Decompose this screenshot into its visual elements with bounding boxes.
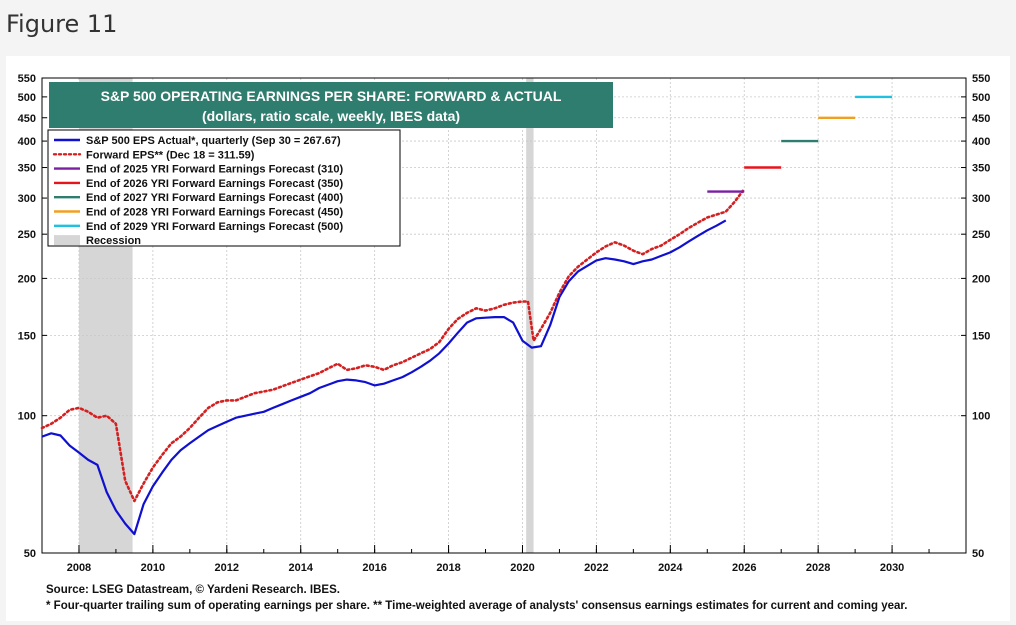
y-tick-label-left: 300: [18, 193, 36, 205]
x-tick-label: 2026: [732, 562, 756, 574]
series-line-forward-eps: [40, 189, 745, 503]
legend-label: End of 2027 YRI Forward Earnings Forecas…: [86, 192, 343, 204]
y-tick-label-right: 550: [972, 73, 990, 85]
legend-label: End of 2026 YRI Forward Earnings Forecas…: [86, 178, 343, 190]
legend-label: End of 2029 YRI Forward Earnings Forecas…: [86, 221, 343, 233]
y-tick-label-right: 300: [972, 193, 990, 205]
x-tick-label: 2020: [510, 562, 534, 574]
chart-title-box: S&P 500 OPERATING EARNINGS PER SHARE: FO…: [49, 82, 613, 128]
footnote: * Four-quarter trailing sum of operating…: [46, 600, 908, 612]
x-tick-label: 2028: [806, 562, 830, 574]
y-tick-label-right: 250: [972, 229, 990, 241]
y-tick-label-left: 550: [18, 73, 36, 85]
eps-chart: 50 50 100 100 150 150 200 200 250 250 300 300 350 350…: [18, 73, 991, 574]
y-tick-label-right: 500: [972, 92, 990, 104]
y-tick-label-right: 350: [972, 163, 990, 175]
legend-label: Recession: [86, 235, 141, 247]
y-tick-label-left: 450: [18, 113, 36, 125]
y-tick-label-right: 50: [972, 548, 984, 560]
series-lines: [40, 95, 893, 536]
chart-title: S&P 500 OPERATING EARNINGS PER SHARE: FO…: [101, 88, 562, 104]
y-tick-label-left: 400: [18, 136, 36, 148]
x-tick-label: 2014: [288, 562, 313, 574]
x-tick-label: 2010: [141, 562, 165, 574]
axes: 50 50 100 100 150 150 200 200 250 250 300 300 350 350…: [18, 73, 991, 574]
y-tick-label-left: 200: [18, 273, 36, 285]
y-tick-label-right: 150: [972, 330, 990, 342]
legend-swatch-recession: [54, 235, 80, 246]
y-tick-label-right: 450: [972, 113, 990, 125]
x-tick-label: 2016: [362, 562, 386, 574]
chart-notes: Source: LSEG Datastream, © Yardeni Resea…: [46, 582, 907, 614]
x-tick-label: 2022: [584, 562, 608, 574]
y-tick-label-left: 50: [24, 548, 36, 560]
legend-label: S&P 500 EPS Actual*, quarterly (Sep 30 =…: [86, 135, 341, 147]
figure-title: Figure 11: [6, 10, 118, 38]
source-note: Source: LSEG Datastream, © Yardeni Resea…: [46, 584, 340, 596]
y-tick-label-right: 400: [972, 136, 990, 148]
legend: S&P 500 EPS Actual*, quarterly (Sep 30 =…: [47, 129, 401, 247]
y-tick-label-left: 100: [18, 411, 36, 423]
x-tick-label: 2018: [436, 562, 460, 574]
x-tick-label: 2030: [880, 562, 904, 574]
x-tick-label: 2008: [67, 562, 91, 574]
title-box: [49, 82, 613, 128]
x-tick-label: 2024: [658, 562, 683, 574]
y-tick-label-left: 500: [18, 92, 36, 104]
legend-label: Forward EPS** (Dec 18 = 311.59): [86, 149, 255, 161]
legend-label: End of 2028 YRI Forward Earnings Forecas…: [86, 207, 343, 219]
recession-band: [526, 78, 534, 553]
y-tick-label-left: 250: [18, 229, 36, 241]
y-tick-label-right: 100: [972, 411, 990, 423]
y-tick-label-right: 200: [972, 273, 990, 285]
legend-label: End of 2025 YRI Forward Earnings Forecas…: [86, 164, 343, 176]
legend-box: [47, 129, 401, 247]
chart-subtitle: (dollars, ratio scale, weekly, IBES data…: [202, 108, 460, 124]
y-tick-label-left: 150: [18, 330, 36, 342]
series-line-actual-eps: [41, 219, 727, 536]
chart-panel: 50 50 100 100 150 150 200 200 250 250 300 300 350 350…: [6, 56, 1010, 621]
x-tick-label: 2012: [215, 562, 239, 574]
plot-frame: [41, 77, 967, 554]
y-tick-label-left: 350: [18, 163, 36, 175]
